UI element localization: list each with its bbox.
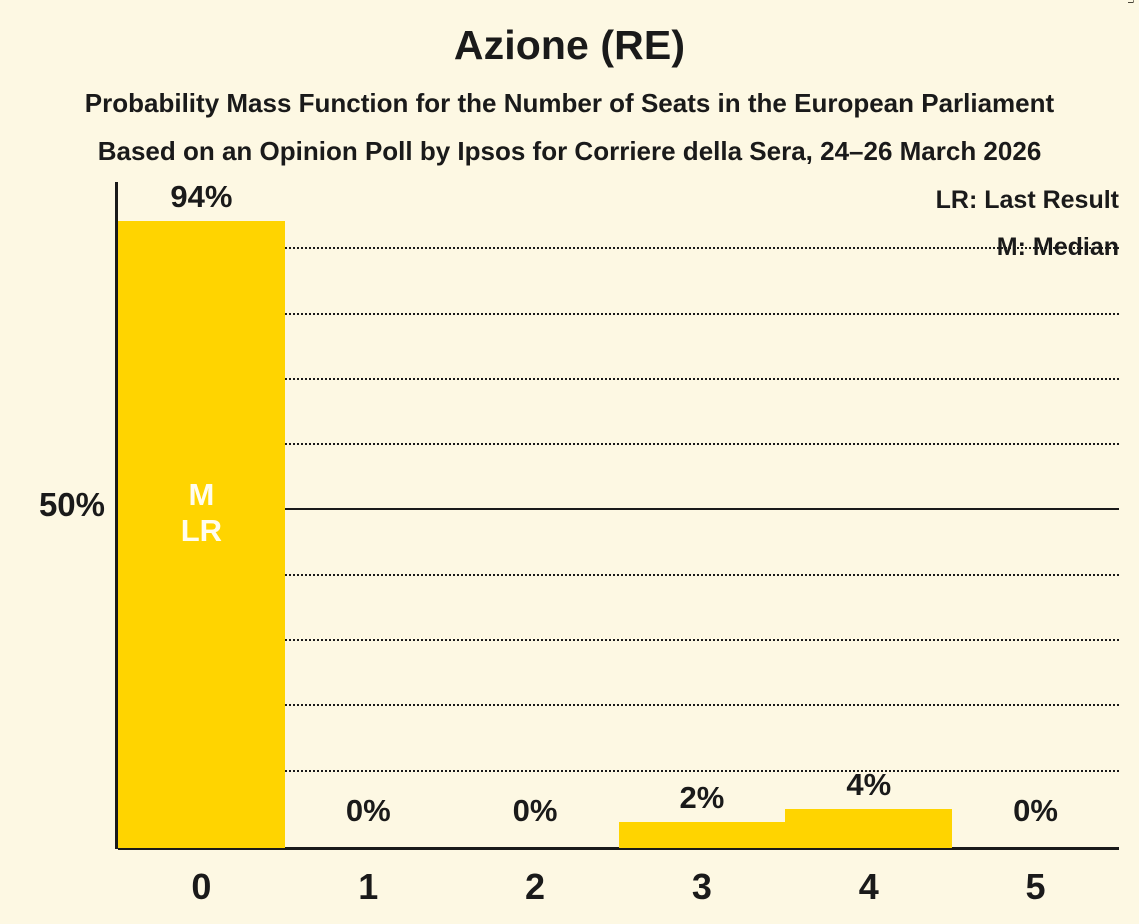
plot-area (118, 182, 1119, 848)
gridline-60 (118, 443, 1119, 446)
last-result-marker: LR (180, 512, 223, 548)
chart-title: Azione (RE) (453, 22, 686, 68)
gridline-30 (118, 639, 1119, 642)
legend-last-result: LR: Last Result (935, 186, 1119, 214)
median-marker: M (188, 476, 215, 512)
gridline-70 (118, 377, 1119, 380)
gridline-90 (118, 247, 1119, 250)
bar-value-label-0: 94% (170, 179, 233, 215)
copyright-notice: © 2026 Filip van Laenen (1125, 0, 1137, 4)
bar-value-label-2: 0% (512, 792, 558, 828)
x-tick-label-2: 2 (525, 866, 546, 907)
bar-value-label-5: 0% (1013, 792, 1058, 828)
chart-subtitle-secondary: Based on an Opinion Poll by Ipsos for Co… (97, 136, 1042, 166)
bar-seats-0 (118, 221, 285, 848)
y-axis-tick-label-50: 50% (38, 486, 105, 524)
legend-median: M: Median (996, 233, 1119, 261)
x-axis-line (118, 847, 1119, 850)
x-tick-label-1: 1 (358, 866, 379, 907)
bar-value-label-3: 2% (679, 779, 725, 815)
chart-subtitle-primary: Probability Mass Function for the Number… (84, 88, 1055, 118)
bar-annotation-0: M LR (118, 477, 285, 549)
gridline-10 (118, 769, 1119, 772)
x-tick-label-0: 0 (191, 866, 212, 907)
x-tick-label-3: 3 (691, 866, 712, 907)
bar-value-label-1: 0% (345, 792, 391, 828)
gridline-80 (118, 312, 1119, 315)
x-tick-label-5: 5 (1025, 866, 1046, 907)
y-axis-line (115, 182, 118, 849)
bar-seats-4 (785, 808, 953, 848)
bar-value-label-4: 4% (846, 766, 892, 802)
x-tick-label-4: 4 (858, 866, 879, 907)
gridline-50 (118, 508, 1119, 511)
bar-seats-3 (618, 821, 786, 848)
gridline-40 (118, 573, 1119, 576)
gridline-20 (118, 704, 1119, 707)
